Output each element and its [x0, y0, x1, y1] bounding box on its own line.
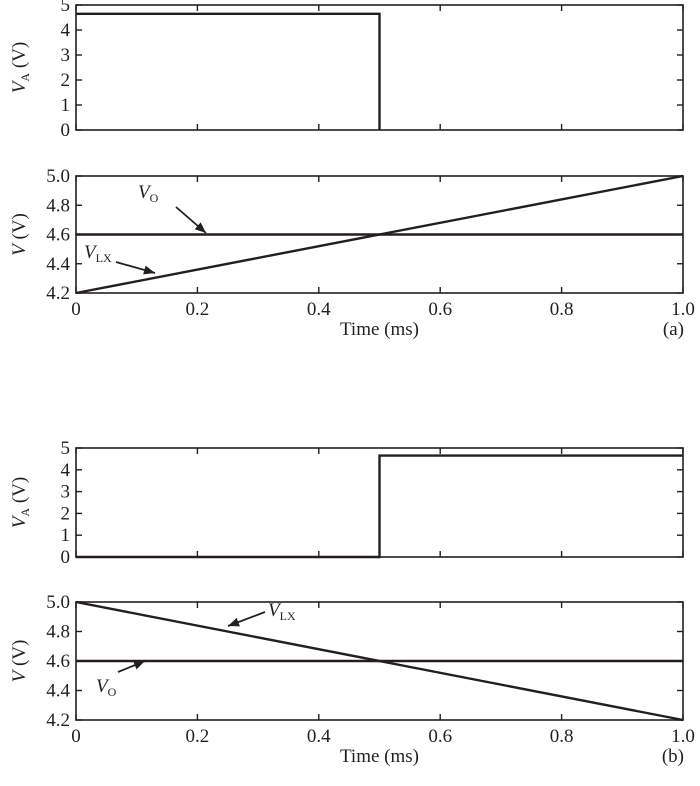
x-tick-label: 0 [71, 726, 81, 747]
y-tick-label: 4.2 [46, 283, 70, 304]
arrow-vo-head [194, 222, 206, 233]
series-line [76, 454, 683, 559]
x-tick-label: 1.0 [671, 299, 695, 320]
label-vo: VO [96, 676, 117, 699]
label-vlx: VLX [84, 242, 112, 265]
y-axis-label: VA (V) [9, 477, 32, 528]
panel-a-top: 0 1 2 3 4 5 VA (V) [9, 0, 684, 141]
y-tick-label: 3 [61, 482, 71, 503]
y-tick-label: 4.2 [46, 710, 70, 731]
y-tick-label: 0 [61, 547, 71, 568]
y-tick-label: 2 [61, 70, 71, 91]
y-tick-label: 4.4 [46, 681, 70, 702]
y-axis-label: V (V) [9, 640, 30, 683]
y-tick-label: 4 [61, 460, 71, 481]
y-tick-label: 3 [61, 45, 71, 66]
y-tick-label: 4.6 [46, 651, 70, 672]
y-tick-label: 2 [61, 503, 71, 524]
x-tick-label: 0.2 [186, 299, 210, 320]
x-tick-label: 0.8 [550, 726, 574, 747]
y-tick-label: 0 [61, 120, 71, 141]
y-tick-label: 1 [61, 525, 71, 546]
arrow-vo-head [133, 660, 145, 670]
x-tick-label: 0.4 [307, 726, 331, 747]
panel-label: (b) [662, 746, 684, 767]
arrow-vlx-head [228, 617, 240, 627]
panel-b-bottom: 4.2 4.4 4.6 4.8 5.0 0 0.2 0.4 0.6 0.8 1.0 V (V) Time… [9, 592, 695, 767]
y-axis-label: V (V) [9, 213, 30, 256]
x-tick-label: 0.6 [428, 299, 452, 320]
x-tick-label: 0.8 [550, 299, 574, 320]
y-tick-label: 4.8 [46, 195, 70, 216]
x-tick-label: 0 [71, 299, 81, 320]
y-axis-label: VA (V) [9, 42, 32, 93]
arrow-vlx-head [143, 265, 155, 275]
x-tick-label: 0.2 [186, 726, 210, 747]
y-tick-label: 4.4 [46, 254, 70, 275]
x-tick-label: 1.0 [671, 726, 695, 747]
x-axis-label: Time (ms) [340, 746, 419, 767]
panel-label: (a) [663, 319, 684, 340]
label-vo: VO [138, 182, 159, 205]
x-axis-label: Time (ms) [340, 319, 419, 340]
y-tick-label: 4 [61, 20, 71, 41]
y-tick-label: 5 [61, 438, 71, 459]
y-tick-label: 4.6 [46, 225, 70, 246]
x-tick-label: 0.6 [428, 726, 452, 747]
y-tick-label: 5.0 [46, 166, 70, 187]
y-tick-label: 1 [61, 95, 71, 116]
x-tick-label: 0.4 [307, 299, 331, 320]
y-tick-label: 5 [61, 0, 71, 16]
series-line [76, 12, 381, 130]
annotations: VO VLX VLX VO [84, 182, 296, 699]
y-tick-label: 5.0 [46, 592, 70, 613]
panel-a-bottom: 4.2 4.4 4.6 4.8 5.0 0 0.2 0.4 0.6 0.8 1.0 V (V) Time… [9, 166, 695, 340]
label-vlx: VLX [268, 600, 296, 623]
y-tick-label: 4.8 [46, 622, 70, 643]
series-line-v-lx [75, 174, 684, 295]
